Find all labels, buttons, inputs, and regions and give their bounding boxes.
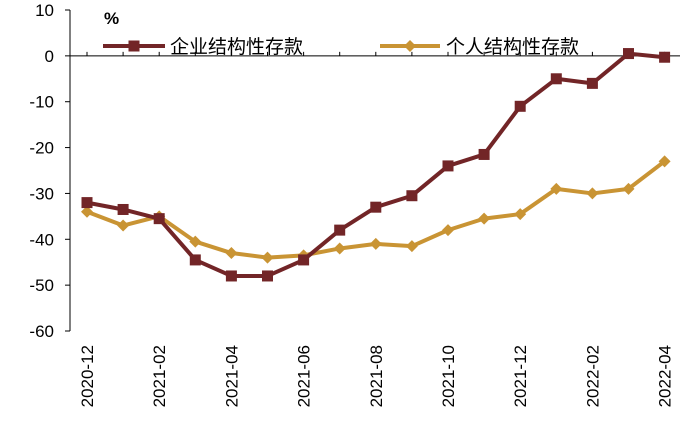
series-2: [81, 155, 671, 264]
data-point: [117, 219, 130, 232]
data-point: [333, 242, 346, 255]
y-tick-label: -60: [29, 322, 54, 341]
y-tick-label: -30: [29, 184, 54, 203]
data-point: [514, 208, 527, 221]
y-tick-label: 0: [45, 47, 54, 66]
data-point: [623, 48, 634, 60]
axes: 10 0 -10 -20 -30 -40 -50 -60 2020-12 2021-02 2021-…: [29, 1, 680, 407]
x-tick-label: 2022-04: [656, 345, 675, 407]
data-point: [478, 212, 491, 225]
data-point: [405, 240, 418, 253]
data-point: [81, 205, 93, 218]
x-tick-label: 2021-10: [439, 345, 458, 407]
data-point: [153, 213, 165, 225]
data-point: [81, 197, 93, 209]
x-tick-label: 2021-08: [367, 345, 386, 407]
x-tick-label: 2020-12: [78, 345, 97, 407]
data-point: [586, 77, 598, 89]
legend: 企业结构性存款 个人结构性存款: [103, 36, 579, 58]
data-point: [659, 51, 671, 63]
legend-label: 企业结构性存款: [170, 36, 303, 58]
y-tick-label: -40: [29, 230, 54, 249]
data-point: [478, 148, 490, 160]
x-tick-label: 2022-02: [583, 345, 602, 407]
data-point: [225, 270, 237, 282]
x-tick-label: 2021-02: [150, 345, 169, 407]
unit-label: %: [104, 9, 119, 28]
data-point: [550, 73, 562, 85]
data-point: [189, 235, 202, 248]
legend-item-2: 个人结构性存款: [380, 36, 579, 58]
data-point: [406, 190, 418, 202]
data-point: [550, 182, 563, 195]
data-point: [298, 254, 310, 266]
data-point: [117, 203, 129, 215]
legend-marker: [128, 40, 140, 52]
data-point: [189, 254, 201, 266]
x-tick-label: 2021-12: [511, 345, 530, 407]
data-point: [622, 182, 635, 195]
legend-marker: [404, 40, 416, 52]
data-point: [442, 224, 454, 237]
data-point: [369, 237, 382, 250]
data-point: [261, 251, 274, 264]
data-point: [370, 201, 382, 213]
legend-label: 个人结构性存款: [446, 36, 579, 58]
x-tick-label: 2021-04: [222, 345, 241, 407]
y-tick-label: -50: [29, 276, 54, 295]
data-point: [262, 270, 273, 282]
series-layer: [81, 48, 671, 282]
data-point: [586, 187, 599, 200]
data-point: [334, 224, 346, 236]
data-point: [658, 155, 671, 168]
series-1: [81, 48, 671, 282]
data-point: [442, 160, 454, 172]
x-tick-label: 2021-06: [295, 345, 314, 407]
y-tick-label: -20: [29, 139, 54, 158]
y-tick-label: -10: [29, 93, 54, 112]
y-tick-label: 10: [35, 1, 54, 20]
data-point: [514, 100, 526, 112]
data-point: [225, 247, 238, 260]
legend-item-1: 企业结构性存款: [103, 36, 303, 58]
